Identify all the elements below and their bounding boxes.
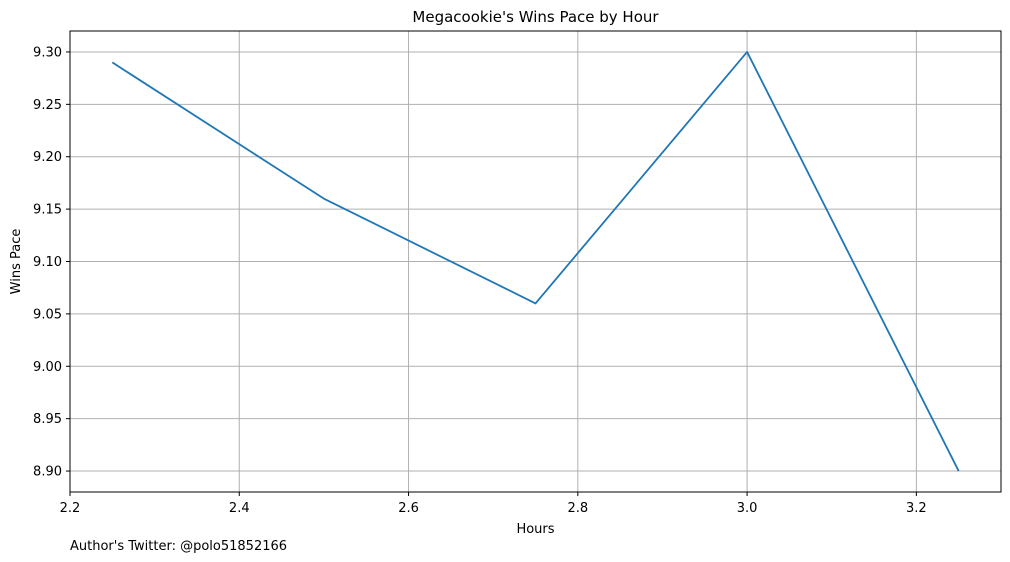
- y-tick-label: 8.95: [33, 412, 62, 427]
- y-tick-label: 9.00: [33, 360, 62, 375]
- series-line: [111, 51, 960, 472]
- series-layer: [111, 51, 960, 472]
- y-tick-label: 8.90: [33, 465, 62, 480]
- x-tick-label: 3.0: [737, 501, 758, 516]
- y-tick-label: 9.15: [33, 203, 62, 218]
- author-credit: Author's Twitter: @polo51852166: [70, 539, 287, 554]
- x-axis-label: Hours: [516, 522, 554, 537]
- x-tick-label: 2.6: [398, 501, 419, 516]
- x-tick-label: 2.4: [229, 501, 250, 516]
- y-tick-label: 9.30: [33, 45, 62, 60]
- x-tick-label: 3.2: [906, 501, 927, 516]
- x-tick-label: 2.8: [567, 501, 588, 516]
- chart-title: Megacookie's Wins Pace by Hour: [412, 8, 659, 26]
- y-axis-label: Wins Pace: [9, 229, 24, 295]
- grid: [69, 31, 1001, 492]
- x-axis-ticks: 2.2 2.4 2.6 2.8 3.0 3.2: [60, 492, 927, 516]
- y-tick-label: 9.25: [33, 98, 62, 113]
- y-tick-label: 9.05: [33, 307, 62, 322]
- y-tick-label: 9.20: [33, 150, 62, 165]
- x-tick-label: 2.2: [60, 501, 81, 516]
- y-axis-ticks: 8.90 8.95 9.00 9.05 9.10 9.15 9.20 9.25 9.30: [33, 45, 70, 480]
- y-tick-label: 9.10: [33, 255, 62, 270]
